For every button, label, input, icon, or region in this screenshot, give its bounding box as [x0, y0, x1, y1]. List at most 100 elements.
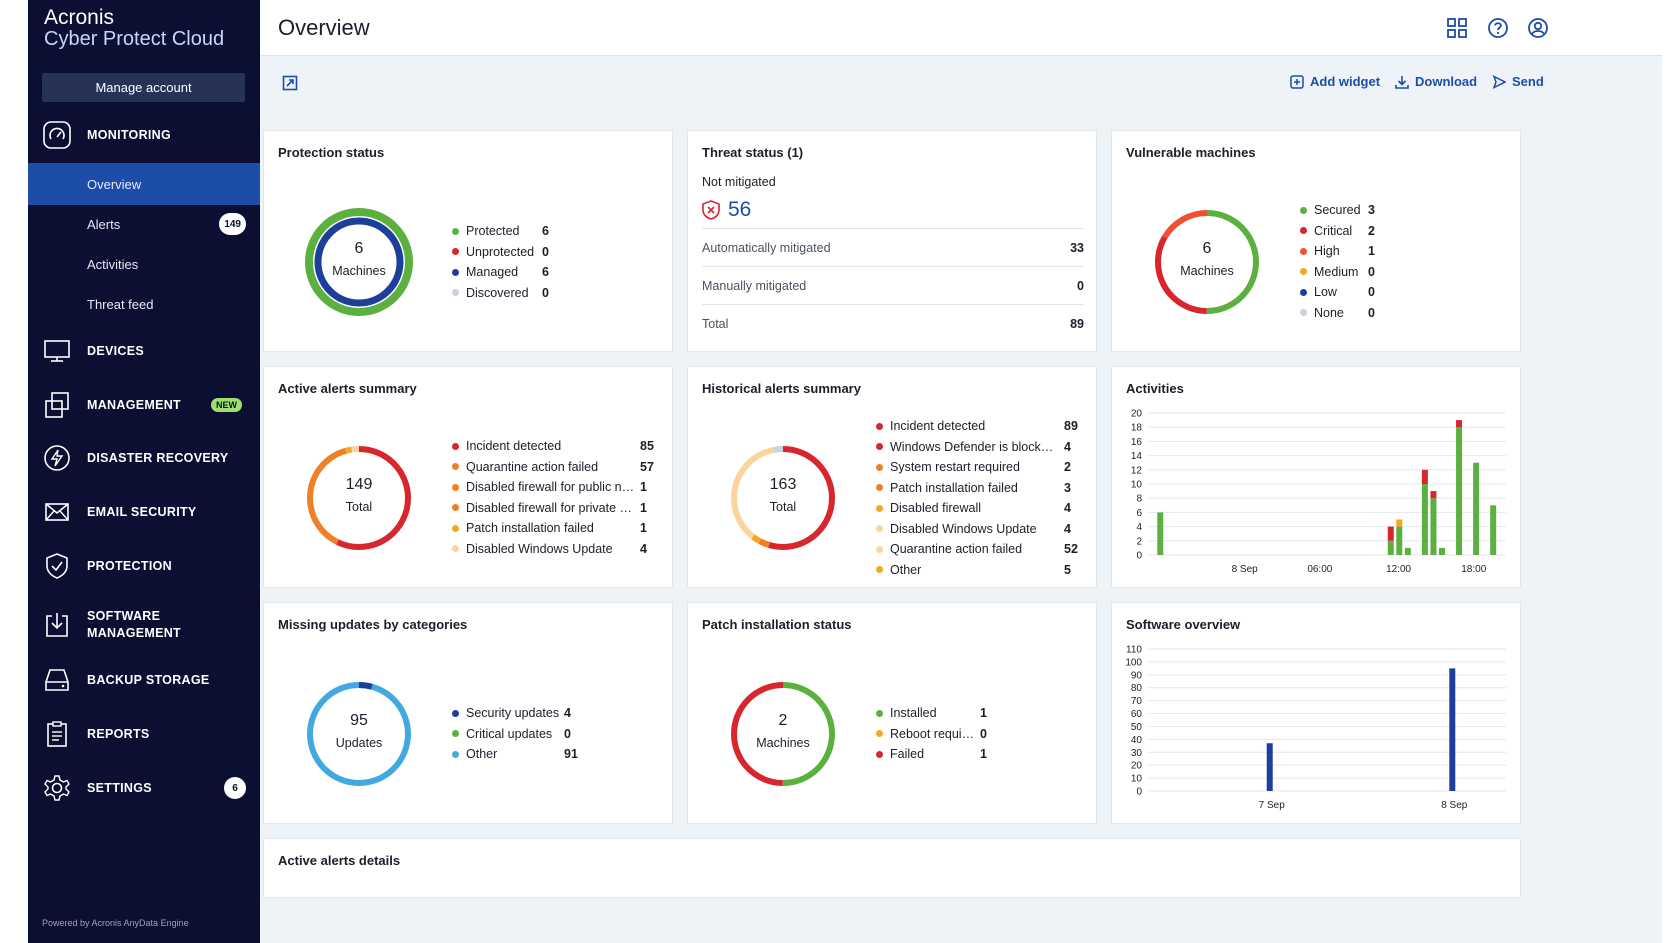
legend-item[interactable]: Windows Defender is blocked... 4 — [876, 437, 1086, 458]
legend-item[interactable]: Reboot required 0 — [876, 724, 996, 745]
legend-item[interactable]: Disabled Windows Update 4 — [452, 539, 662, 560]
legend-item[interactable]: Protected 6 — [452, 221, 549, 242]
legend-item[interactable]: Secured 3 — [1300, 200, 1375, 221]
donut-value: 149 — [345, 476, 373, 493]
legend-item[interactable]: System restart required 2 — [876, 457, 1086, 478]
legend-value: 1 — [640, 480, 647, 495]
nav-protection[interactable]: PROTECTION — [28, 551, 260, 581]
sidebar-item-alerts[interactable]: Alerts 149 — [28, 203, 260, 245]
threat-shield-icon — [702, 200, 720, 220]
legend-item[interactable]: Disabled Windows Update 4 — [876, 519, 1086, 540]
nav-settings[interactable]: SETTINGS 6 — [28, 773, 260, 803]
legend-item[interactable]: Quarantine action failed 52 — [876, 539, 1086, 560]
activity-bar — [1490, 505, 1497, 555]
donut-ring — [307, 446, 411, 550]
nav-backup-storage[interactable]: BACKUP STORAGE — [28, 665, 260, 695]
legend-item[interactable]: Other 91 — [452, 744, 580, 765]
add-widget-button[interactable]: Add widget — [1290, 74, 1380, 89]
legend-item[interactable]: Quarantine action failed 57 — [452, 457, 662, 478]
protection-donut: 6 Machines — [304, 207, 414, 317]
legend-item[interactable]: Disabled firewall 4 — [876, 498, 1086, 519]
patch-legend: Installed 1 Reboot required 0 Failed 1 — [876, 703, 996, 765]
legend-item[interactable]: Disabled firewall for public ne... 1 — [452, 477, 662, 498]
widget-software-overview: Software overview 0 10 20 30 40 50 60 70 80 90 100… — [1111, 602, 1521, 824]
legend-item[interactable]: High 1 — [1300, 241, 1375, 262]
legend-label: Security updates — [466, 706, 560, 721]
manage-account-button[interactable]: Manage account — [42, 73, 245, 102]
grid-apps-icon[interactable] — [1446, 17, 1468, 39]
legend-item[interactable]: None 0 — [1300, 303, 1375, 324]
x-tick-label: 18:00 — [1461, 564, 1486, 575]
legend-item[interactable]: Security updates 4 — [452, 703, 580, 724]
legend-item[interactable]: Patch installation failed 1 — [452, 518, 662, 539]
legend-value: 1 — [640, 500, 647, 515]
nav-software-management[interactable]: SOFTWARE MANAGEMENT — [28, 608, 260, 642]
legend-item[interactable]: Managed 6 — [452, 262, 549, 283]
legend-dot — [452, 545, 459, 553]
legend-item[interactable]: Disabled firewall for private n... 1 — [452, 498, 662, 519]
page-title: Overview — [278, 15, 370, 40]
legend-label: Low — [1314, 285, 1337, 300]
y-tick-label: 2 — [1136, 536, 1142, 547]
shield-check-icon — [46, 553, 68, 579]
legend-item[interactable]: Critical 2 — [1300, 221, 1375, 242]
send-button[interactable]: Send — [1492, 74, 1544, 89]
nav-devices[interactable]: DEVICES — [28, 336, 260, 366]
legend-item[interactable]: Incident detected 89 — [876, 416, 1086, 437]
widget-title: Patch installation status — [702, 617, 852, 632]
legend-label: Protected — [466, 224, 520, 239]
legend-item[interactable]: Patch installation failed 3 — [876, 478, 1086, 499]
nav-reports[interactable]: REPORTS — [28, 719, 260, 749]
donut-value: 6 — [354, 240, 364, 257]
legend-value: 6 — [542, 224, 549, 239]
y-tick-label: 50 — [1131, 722, 1143, 733]
download-button[interactable]: Download — [1395, 74, 1477, 89]
nav-management[interactable]: MANAGEMENT NEW — [28, 390, 260, 420]
legend-item[interactable]: Incident detected 85 — [452, 436, 662, 457]
activity-bar — [1456, 420, 1463, 428]
legend-item[interactable]: Installed 1 — [876, 703, 996, 724]
nav-email-security[interactable]: EMAIL SECURITY — [28, 497, 260, 527]
legend-item[interactable]: Medium 0 — [1300, 262, 1375, 283]
widget-activities: Activities 0 2 4 6 8 10 12 14 16 18 20 8 Sep 06:00 12… — [1111, 366, 1521, 588]
legend-item[interactable]: Low 0 — [1300, 282, 1375, 303]
nav-settings-label: SETTINGS — [87, 780, 152, 795]
sidebar-item-overview[interactable]: Overview — [28, 163, 260, 205]
donut-value: 2 — [778, 712, 788, 729]
legend-item[interactable]: Unprotected 0 — [452, 242, 549, 263]
sidebar-item-threat-feed[interactable]: Threat feed — [28, 283, 260, 325]
widget-threat-status: Threat status (1) Not mitigated 56 Autom… — [687, 130, 1097, 352]
legend-dot — [452, 442, 459, 450]
y-tick-label: 110 — [1126, 645, 1142, 656]
y-tick-label: 16 — [1131, 437, 1143, 448]
y-tick-label: 10 — [1131, 480, 1143, 491]
donut-label: Total — [769, 500, 797, 514]
y-tick-label: 0 — [1136, 787, 1142, 798]
threat-row-label: Total — [702, 316, 729, 331]
legend-value: 52 — [1064, 542, 1078, 557]
not-mitigated-value: 56 — [728, 198, 752, 221]
y-tick-label: 6 — [1136, 508, 1142, 519]
legend-item[interactable]: Other 5 — [876, 560, 1086, 581]
y-tick-label: 0 — [1136, 551, 1142, 562]
sidebar-item-activities[interactable]: Activities — [28, 243, 260, 285]
legend-dot — [452, 524, 459, 532]
nav-disaster-recovery[interactable]: DISASTER RECOVERY — [28, 443, 260, 473]
help-icon[interactable] — [1487, 17, 1509, 39]
y-tick-label: 60 — [1131, 709, 1143, 720]
legend-label: System restart required — [890, 460, 1020, 475]
donut-value: 163 — [769, 476, 797, 493]
expand-icon[interactable] — [282, 75, 298, 91]
threat-row-value: 89 — [1070, 316, 1084, 331]
nav-monitoring[interactable]: MONITORING — [28, 120, 260, 150]
legend-label: Patch installation failed — [466, 521, 594, 536]
legend-dot — [876, 443, 883, 451]
legend-item[interactable]: Failed 1 — [876, 744, 996, 765]
legend-value: 4 — [1064, 439, 1071, 454]
legend-item[interactable]: Discovered 0 — [452, 283, 549, 304]
brand-product: Cyber Protect Cloud — [44, 28, 225, 50]
legend-label: Managed — [466, 265, 519, 280]
user-account-icon[interactable] — [1527, 17, 1549, 39]
legend-item[interactable]: Critical updates 0 — [452, 724, 580, 745]
